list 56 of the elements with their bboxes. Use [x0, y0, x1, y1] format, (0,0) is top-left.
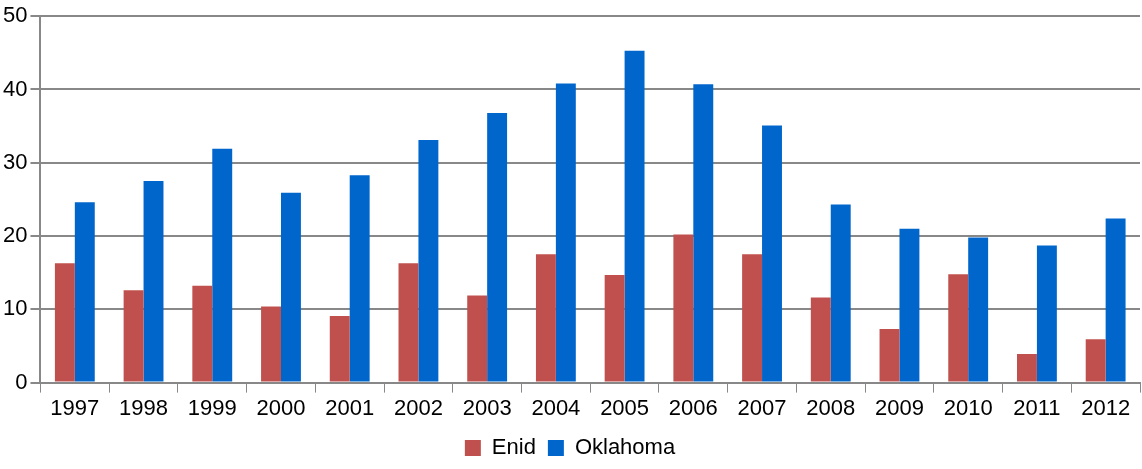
bar — [879, 329, 900, 382]
bar — [123, 290, 144, 382]
x-tick-label: 2003 — [462, 394, 512, 420]
bar — [487, 112, 508, 382]
bar — [54, 263, 75, 382]
x-tick-label: 2007 — [737, 394, 787, 420]
bar — [261, 306, 281, 382]
y-tick-label: 50 — [2, 2, 28, 28]
bar — [398, 263, 419, 382]
bar — [899, 228, 920, 382]
bar — [810, 297, 831, 382]
bar — [535, 254, 556, 382]
bar — [624, 50, 645, 382]
x-tick-label: 1997 — [50, 394, 100, 420]
bar — [830, 204, 851, 382]
bar — [212, 148, 233, 382]
x-tick-label: 1999 — [187, 394, 237, 420]
x-tick-label: 2009 — [875, 394, 924, 420]
bar — [555, 83, 576, 382]
x-tick-label: 2010 — [943, 394, 993, 420]
bar — [74, 202, 95, 382]
bar — [280, 192, 301, 382]
bar — [1085, 339, 1106, 382]
bar — [968, 237, 989, 382]
bar — [1016, 354, 1037, 382]
bar — [329, 315, 350, 382]
bar — [673, 234, 694, 382]
y-tick-label: 20 — [2, 222, 28, 248]
x-tick-label: 2008 — [806, 394, 856, 420]
y-tick-label: 10 — [2, 295, 28, 321]
bar — [192, 285, 213, 382]
bar — [1105, 218, 1126, 382]
bar — [143, 181, 164, 382]
bar — [693, 84, 714, 382]
bar — [418, 140, 439, 382]
x-tick-label: 2004 — [531, 394, 581, 420]
legend-label: Enid — [491, 434, 536, 460]
bar — [948, 274, 969, 382]
bar — [604, 274, 625, 382]
y-tick-label: 0 — [15, 368, 28, 394]
x-tick-label: 2011 — [1013, 394, 1061, 420]
x-tick-label: 2005 — [600, 394, 650, 420]
x-tick-label: 1998 — [119, 394, 169, 420]
y-tick-label: 40 — [2, 75, 28, 101]
x-tick-label: 2000 — [256, 394, 306, 420]
bar — [467, 295, 488, 382]
bar — [1036, 245, 1057, 382]
x-tick-label: 2012 — [1081, 394, 1131, 420]
bar — [762, 125, 782, 382]
legend-label: Oklahoma — [574, 434, 676, 460]
y-tick-label: 30 — [2, 148, 28, 174]
bar — [742, 254, 763, 382]
x-tick-label: 2001 — [325, 394, 375, 420]
x-tick-label: 2006 — [668, 394, 718, 420]
x-tick-label: 2002 — [393, 394, 443, 420]
bar — [349, 175, 370, 382]
